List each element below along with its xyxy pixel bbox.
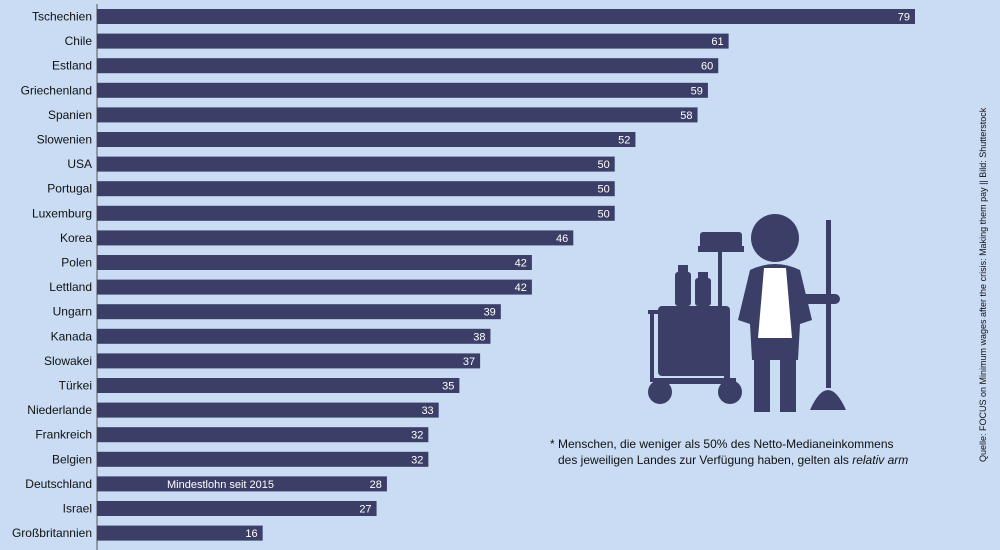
- value-label: 35: [442, 381, 454, 393]
- bar: [97, 525, 263, 541]
- bar: [97, 378, 460, 393]
- bar: [97, 353, 481, 369]
- value-label: 27: [359, 504, 371, 516]
- category-label: Slowakei: [44, 354, 92, 368]
- footnote: * Menschen, die weniger als 50% des Nett…: [550, 436, 950, 468]
- value-label: 79: [898, 12, 910, 24]
- value-label: 50: [597, 184, 609, 196]
- footnote-line-1: * Menschen, die weniger als 50% des Nett…: [550, 437, 894, 451]
- bar: [97, 328, 491, 344]
- category-label: Belgien: [52, 452, 92, 466]
- category-label: Spanien: [48, 108, 92, 122]
- source-credit: Quelle: FOCUS on Minimum wages after the…: [978, 50, 992, 470]
- value-label: 42: [515, 258, 527, 270]
- value-label: 61: [711, 36, 723, 48]
- category-label: Kanada: [51, 329, 93, 343]
- value-label: 42: [515, 282, 527, 294]
- footnote-line-2-text: des jeweiligen Landes zur Verfügung habe…: [558, 453, 853, 467]
- category-label: Portugal: [47, 182, 92, 196]
- category-label: Griechenland: [21, 83, 92, 97]
- category-label: Niederlande: [27, 403, 92, 417]
- value-label: 39: [484, 307, 496, 319]
- category-label: Türkei: [59, 379, 92, 393]
- value-label: 50: [597, 159, 609, 171]
- bar: [97, 304, 501, 320]
- category-label: Deutschland: [25, 477, 92, 491]
- value-label: 60: [701, 61, 713, 73]
- bar: [97, 82, 708, 98]
- category-label: Polen: [61, 256, 92, 270]
- value-label: 32: [411, 430, 423, 442]
- value-label: 38: [473, 331, 485, 343]
- bar: [97, 476, 387, 492]
- value-label: 16: [245, 528, 257, 540]
- category-label: Ungarn: [53, 305, 92, 319]
- bar: [97, 9, 915, 24]
- category-label: Großbritannien: [12, 526, 92, 540]
- value-label: 33: [421, 405, 433, 417]
- category-label: Luxemburg: [32, 206, 92, 220]
- bar: [97, 205, 615, 221]
- cleaning-worker-icon: [648, 214, 846, 412]
- bar: [97, 255, 532, 270]
- category-label: Israel: [63, 502, 92, 516]
- category-label: Slowenien: [37, 133, 92, 147]
- footnote-emphasis: relativ arm: [852, 453, 909, 467]
- source-text: Quelle: FOCUS on Minimum wages after the…: [978, 107, 988, 462]
- value-label: 50: [597, 208, 609, 220]
- value-label: 37: [463, 356, 475, 368]
- category-label: Estland: [52, 59, 92, 73]
- bar: [97, 501, 377, 516]
- bar: [97, 181, 615, 197]
- category-label: Chile: [65, 34, 93, 48]
- value-label: 28: [370, 479, 382, 491]
- category-label: Lettland: [49, 280, 92, 294]
- bar: [97, 230, 574, 246]
- bar: [97, 279, 532, 295]
- bar-annotation: Mindestlohn seit 2015: [167, 479, 274, 491]
- value-label: 58: [680, 110, 692, 122]
- bar: [97, 451, 429, 467]
- category-label: USA: [67, 157, 92, 171]
- value-label: 59: [691, 85, 703, 97]
- bar: [97, 402, 439, 418]
- bar: [97, 427, 429, 443]
- bar: [97, 107, 698, 123]
- value-label: 32: [411, 454, 423, 466]
- bar: [97, 58, 719, 74]
- bar: [97, 156, 615, 172]
- footnote-line-2: des jeweiligen Landes zur Verfügung habe…: [550, 452, 950, 468]
- value-label: 46: [556, 233, 568, 245]
- category-label: Frankreich: [35, 428, 92, 442]
- bar: [97, 132, 636, 147]
- value-label: 52: [618, 135, 630, 147]
- category-label: Korea: [60, 231, 92, 245]
- bar: [97, 33, 729, 49]
- category-label: Tschechien: [32, 10, 92, 24]
